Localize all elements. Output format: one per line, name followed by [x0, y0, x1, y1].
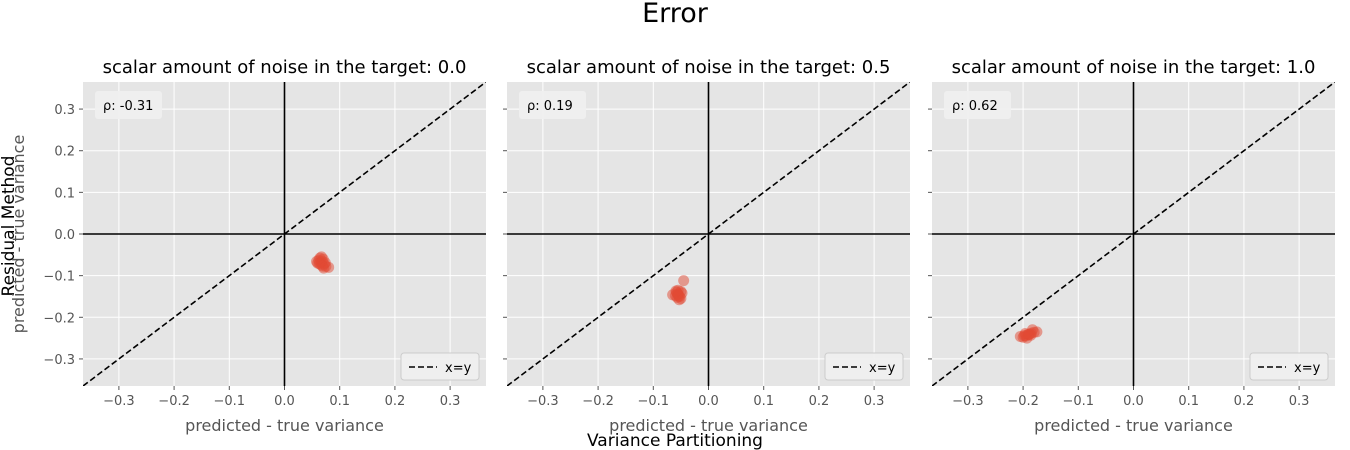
x-tick-label: 0.3	[1289, 394, 1310, 409]
panel-title: scalar amount of noise in the target: 0.…	[527, 57, 891, 78]
x-tick-label: −0.3	[952, 394, 984, 409]
x-tick-label: −0.2	[158, 394, 190, 409]
y-axis-label: predicted - true variance	[9, 135, 28, 334]
x-tick-label: 0.2	[1234, 394, 1255, 409]
y-tick-label: −0.3	[43, 353, 75, 368]
x-tick-label: −0.2	[1007, 394, 1039, 409]
x-tick-label: 0.3	[864, 394, 885, 409]
panel-1: −0.3 −0.2 −0.1 0.0 0.1 0.2 0.3 −0.3 −0.2 −0.1 0.0 0…	[9, 57, 486, 435]
shared-y-label: Residual Method	[0, 156, 19, 297]
x-tick-label: 0.2	[385, 394, 406, 409]
x-tick-label: −0.1	[214, 394, 246, 409]
x-tick-label: 0.2	[809, 394, 830, 409]
y-tick-label: −0.1	[43, 270, 75, 285]
data-point	[678, 275, 690, 287]
x-tick-label: 0.1	[1178, 394, 1199, 409]
legend-label: x=y	[869, 361, 896, 376]
x-tick-label: 0.1	[329, 394, 350, 409]
panel-title: scalar amount of noise in the target: 0.…	[103, 57, 467, 78]
identity-line	[932, 82, 1335, 386]
x-tick-label: −0.3	[527, 394, 559, 409]
x-tick-label: 0.0	[698, 394, 719, 409]
x-axis-label: predicted - true variance	[185, 416, 384, 435]
x-tick-label: −0.3	[103, 394, 135, 409]
legend-box	[1249, 352, 1329, 381]
data-point	[670, 285, 682, 297]
y-tick-label: 0.1	[54, 186, 75, 201]
legend-box	[824, 352, 904, 381]
annotation-box	[95, 91, 162, 119]
annotation-box	[944, 91, 1011, 119]
panel-2: −0.3 −0.2 −0.1 0.0 0.1 0.2 0.3 scalar amount of…	[503, 57, 910, 435]
figure-title: Error	[642, 0, 709, 29]
x-axis-label: predicted - true variance	[1034, 416, 1233, 435]
panel-title: scalar amount of noise in the target: 1.…	[952, 57, 1316, 78]
shared-x-label: Variance Partitioning	[587, 431, 763, 450]
plot-area	[932, 82, 1335, 386]
data-point	[313, 258, 325, 270]
y-tick-label: −0.2	[43, 311, 75, 326]
y-tick-label: 0.2	[54, 145, 75, 160]
x-axis-label: predicted - true variance	[609, 416, 808, 435]
plot-area	[507, 82, 910, 386]
legend-label: x=y	[445, 361, 472, 376]
identity-line	[507, 82, 910, 386]
data-point	[323, 261, 335, 273]
annotation-box	[519, 91, 586, 119]
y-tick-label: 0.0	[54, 228, 75, 243]
x-tick-label: −0.1	[638, 394, 670, 409]
x-tick-label: −0.1	[1063, 394, 1095, 409]
identity-line	[83, 82, 486, 386]
x-tick-label: 0.1	[753, 394, 774, 409]
legend-box	[400, 352, 480, 381]
plot-area	[83, 82, 486, 386]
correlation-annotation: ρ: -0.31	[103, 99, 153, 114]
x-tick-label: 0.0	[1123, 394, 1144, 409]
correlation-annotation: ρ: 0.19	[527, 99, 573, 114]
data-point	[1019, 328, 1031, 340]
panel-3: −0.3 −0.2 −0.1 0.0 0.1 0.2 0.3 scalar amount of…	[928, 57, 1335, 435]
x-tick-label: −0.2	[582, 394, 614, 409]
legend-label: x=y	[1294, 361, 1321, 376]
y-tick-label: 0.3	[54, 103, 75, 118]
correlation-annotation: ρ: 0.62	[952, 99, 998, 114]
panels: −0.3 −0.2 −0.1 0.0 0.1 0.2 0.3 −0.3 −0.2 −0.1 0.0 0…	[9, 57, 1335, 435]
x-tick-label: 0.0	[274, 394, 295, 409]
x-tick-label: 0.3	[440, 394, 461, 409]
